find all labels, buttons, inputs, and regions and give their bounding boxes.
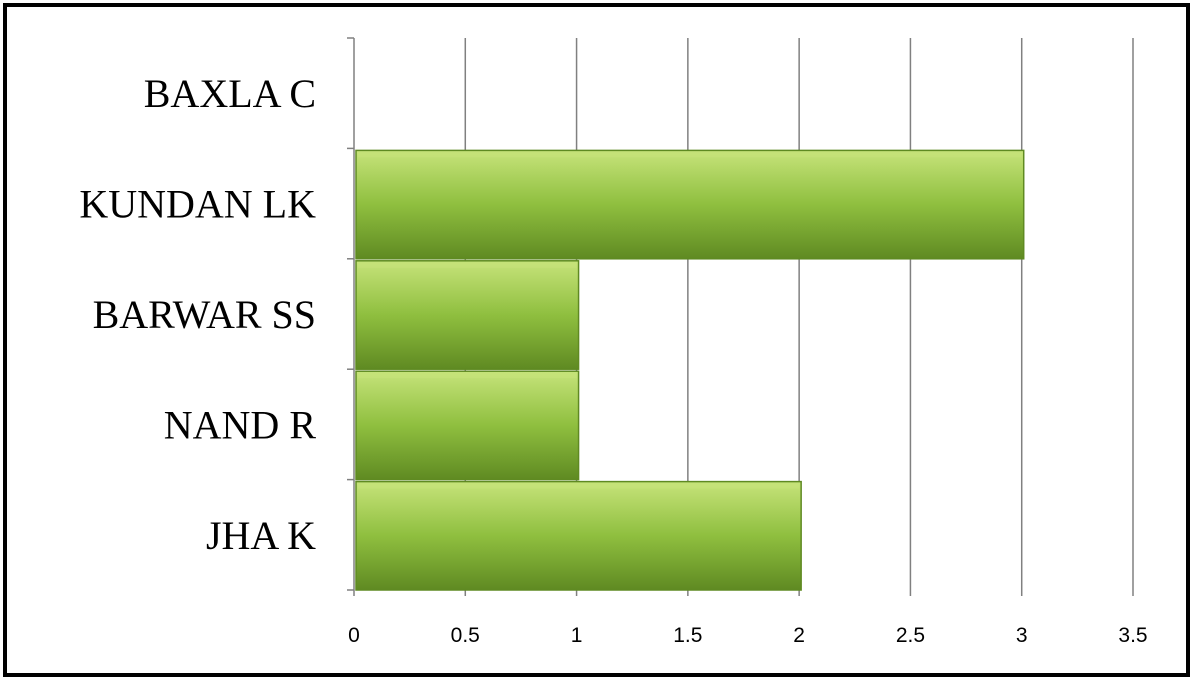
bar-highlight [358,373,577,379]
category-label: JHA K [206,513,316,558]
category-label: BAXLA C [144,71,316,116]
x-tick-labels: 0 0.5 1 1.5 2 2.5 3 3.5 [348,624,1147,647]
x-tick-label: 1.5 [673,624,702,647]
bar [355,260,580,370]
bar [355,370,580,481]
category-label: BARWAR SS [93,292,316,337]
bar-highlight [358,262,577,268]
category-labels: JHA K NAND R BARWAR SS KUNDAN LK BAXLA C [79,71,316,558]
bar [355,480,802,591]
category-label: NAND R [164,402,317,447]
bars [355,149,1025,591]
y-axis [347,37,1134,596]
x-tick-label: 0 [348,624,360,647]
x-tick-label: 3 [1016,624,1028,647]
bar-highlight [358,483,800,489]
category-label: KUNDAN LK [79,182,316,227]
bar-highlight [358,152,1022,158]
x-tick-label: 2 [793,624,805,647]
bar [355,149,1025,260]
x-tick-label: 0.5 [451,624,480,647]
x-tick-label: 1 [571,624,583,647]
x-tick-label: 2.5 [896,624,925,647]
x-tick-label: 3.5 [1118,624,1147,647]
